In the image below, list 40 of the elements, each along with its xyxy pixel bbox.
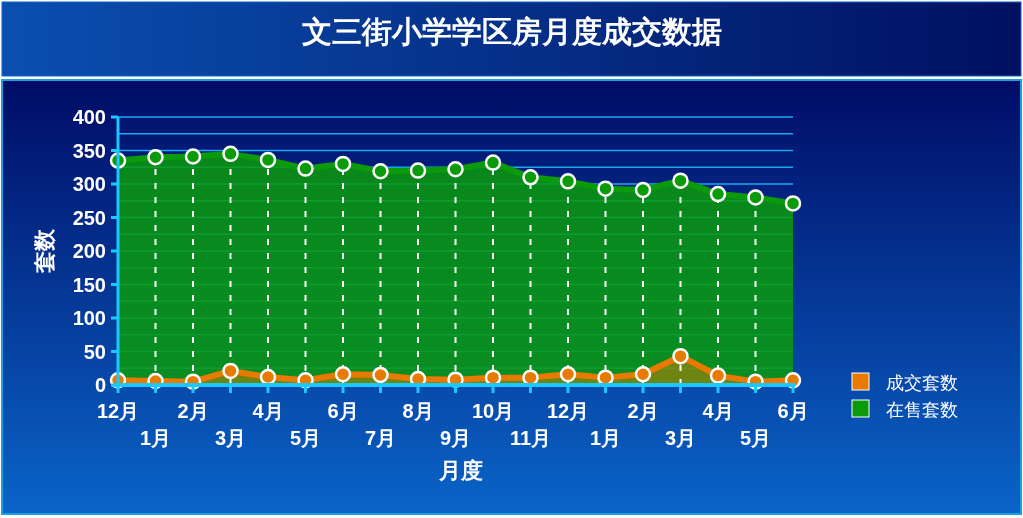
point: [672, 347, 689, 365]
x-tick-label: 12月: [546, 400, 590, 422]
x-tick-label: 10月: [471, 400, 515, 422]
y-tick-label: 200: [72, 240, 106, 262]
legend-label: 成交套数: [886, 373, 958, 393]
x-tick-label: 9月: [439, 427, 472, 449]
x-tick-label: 5月: [739, 427, 772, 449]
x-tick-label: 5月: [289, 427, 322, 449]
x-tick-label: 8月: [402, 400, 434, 422]
x-tick-label: 7月: [364, 427, 397, 449]
y-tick-label: 400: [72, 106, 106, 128]
x-axis-title: 月度: [437, 458, 483, 483]
x-tick-label: 6月: [327, 400, 359, 422]
x-tick-label: 2月: [177, 400, 209, 422]
point: [559, 366, 577, 383]
x-tick-label: 4月: [252, 400, 284, 422]
x-tick-label: 1月: [139, 427, 172, 449]
y-tick-label: 0: [94, 374, 106, 396]
x-tick-label: 3月: [214, 427, 247, 449]
x-tick-label: 1月: [589, 427, 622, 449]
x-tick-label: 2月: [627, 400, 659, 422]
point: [334, 366, 352, 383]
legend-label: 在售套数: [886, 400, 958, 420]
y-tick-label: 50: [83, 340, 106, 363]
y-tick-label: 100: [72, 307, 106, 329]
point: [222, 362, 239, 380]
y-tick-label: 350: [72, 139, 106, 162]
point: [709, 367, 727, 384]
x-tick-label: 4月: [702, 400, 734, 422]
x-tick-label: 12月: [96, 400, 140, 422]
y-tick-label: 300: [72, 173, 106, 195]
y-axis-title: 套数: [32, 228, 57, 274]
y-tick-label: 150: [72, 273, 106, 296]
x-tick-label: 6月: [777, 400, 809, 422]
point: [634, 366, 652, 383]
point: [372, 366, 389, 384]
chart-title: 文三街小学学区房月度成交数据: [301, 15, 722, 48]
x-tick-label: 11月: [509, 427, 552, 449]
x-tick-label: 3月: [664, 427, 697, 449]
y-tick-label: 250: [72, 206, 106, 229]
